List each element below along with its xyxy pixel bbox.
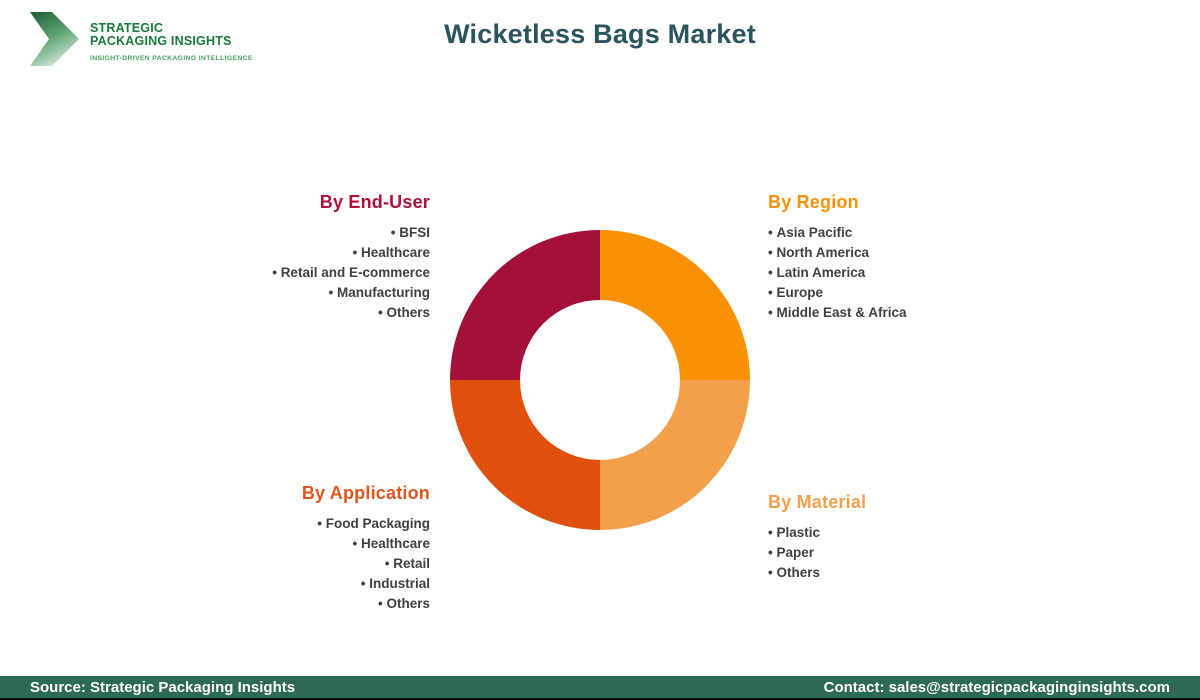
footer-contact: Contact: sales@strategicpackaginginsight… xyxy=(823,678,1170,696)
segment-material-list: PlasticPaperOthers xyxy=(768,523,1058,583)
list-item: Asia Pacific xyxy=(768,223,1058,243)
list-item: Retail xyxy=(140,554,430,574)
list-item: Others xyxy=(140,303,430,323)
brand-logo: STRATEGIC PACKAGING INSIGHTS INSIGHT-DRI… xyxy=(30,12,253,66)
segment-application: By Application Food PackagingHealthcareR… xyxy=(140,483,430,614)
list-item: Europe xyxy=(768,283,1058,303)
list-item: Others xyxy=(140,594,430,614)
brand-tagline: INSIGHT-DRIVEN PACKAGING INTELLIGENCE xyxy=(90,55,253,62)
segment-material: By Material PlasticPaperOthers xyxy=(768,492,1058,583)
list-item: Latin America xyxy=(768,263,1058,283)
footer-bar: Source: Strategic Packaging Insights Con… xyxy=(0,676,1200,698)
list-item: Manufacturing xyxy=(140,283,430,303)
list-item: Retail and E-commerce xyxy=(140,263,430,283)
list-item: BFSI xyxy=(140,223,430,243)
brand-text: STRATEGIC PACKAGING INSIGHTS INSIGHT-DRI… xyxy=(90,12,253,63)
donut-chart xyxy=(450,230,750,530)
list-item: North America xyxy=(768,243,1058,263)
segment-region: By Region Asia PacificNorth AmericaLatin… xyxy=(768,192,1058,323)
list-item: Food Packaging xyxy=(140,514,430,534)
segment-application-list: Food PackagingHealthcareRetailIndustrial… xyxy=(140,514,430,614)
segment-end-user-list: BFSIHealthcareRetail and E-commerceManuf… xyxy=(140,223,430,323)
segment-region-heading: By Region xyxy=(768,192,859,212)
page-title: Wicketless Bags Market xyxy=(444,19,756,49)
brand-name-line1: STRATEGIC xyxy=(90,21,164,35)
list-item: Industrial xyxy=(140,574,430,594)
segment-material-heading: By Material xyxy=(768,492,867,512)
segment-end-user: By End-User BFSIHealthcareRetail and E-c… xyxy=(140,192,430,323)
list-item: Others xyxy=(768,563,1058,583)
segment-end-user-heading: By End-User xyxy=(319,192,430,212)
segment-region-list: Asia PacificNorth AmericaLatin AmericaEu… xyxy=(768,223,1058,323)
list-item: Plastic xyxy=(768,523,1058,543)
list-item: Paper xyxy=(768,543,1058,563)
bottom-edge xyxy=(0,698,1200,700)
list-item: Healthcare xyxy=(140,534,430,554)
brand-chevron-icon xyxy=(30,12,79,66)
donut-hole xyxy=(520,300,680,460)
list-item: Middle East & Africa xyxy=(768,303,1058,323)
brand-name-line2: PACKAGING INSIGHTS xyxy=(90,34,232,48)
segment-application-heading: By Application xyxy=(301,483,430,503)
list-item: Healthcare xyxy=(140,243,430,263)
footer-source: Source: Strategic Packaging Insights xyxy=(30,678,296,696)
